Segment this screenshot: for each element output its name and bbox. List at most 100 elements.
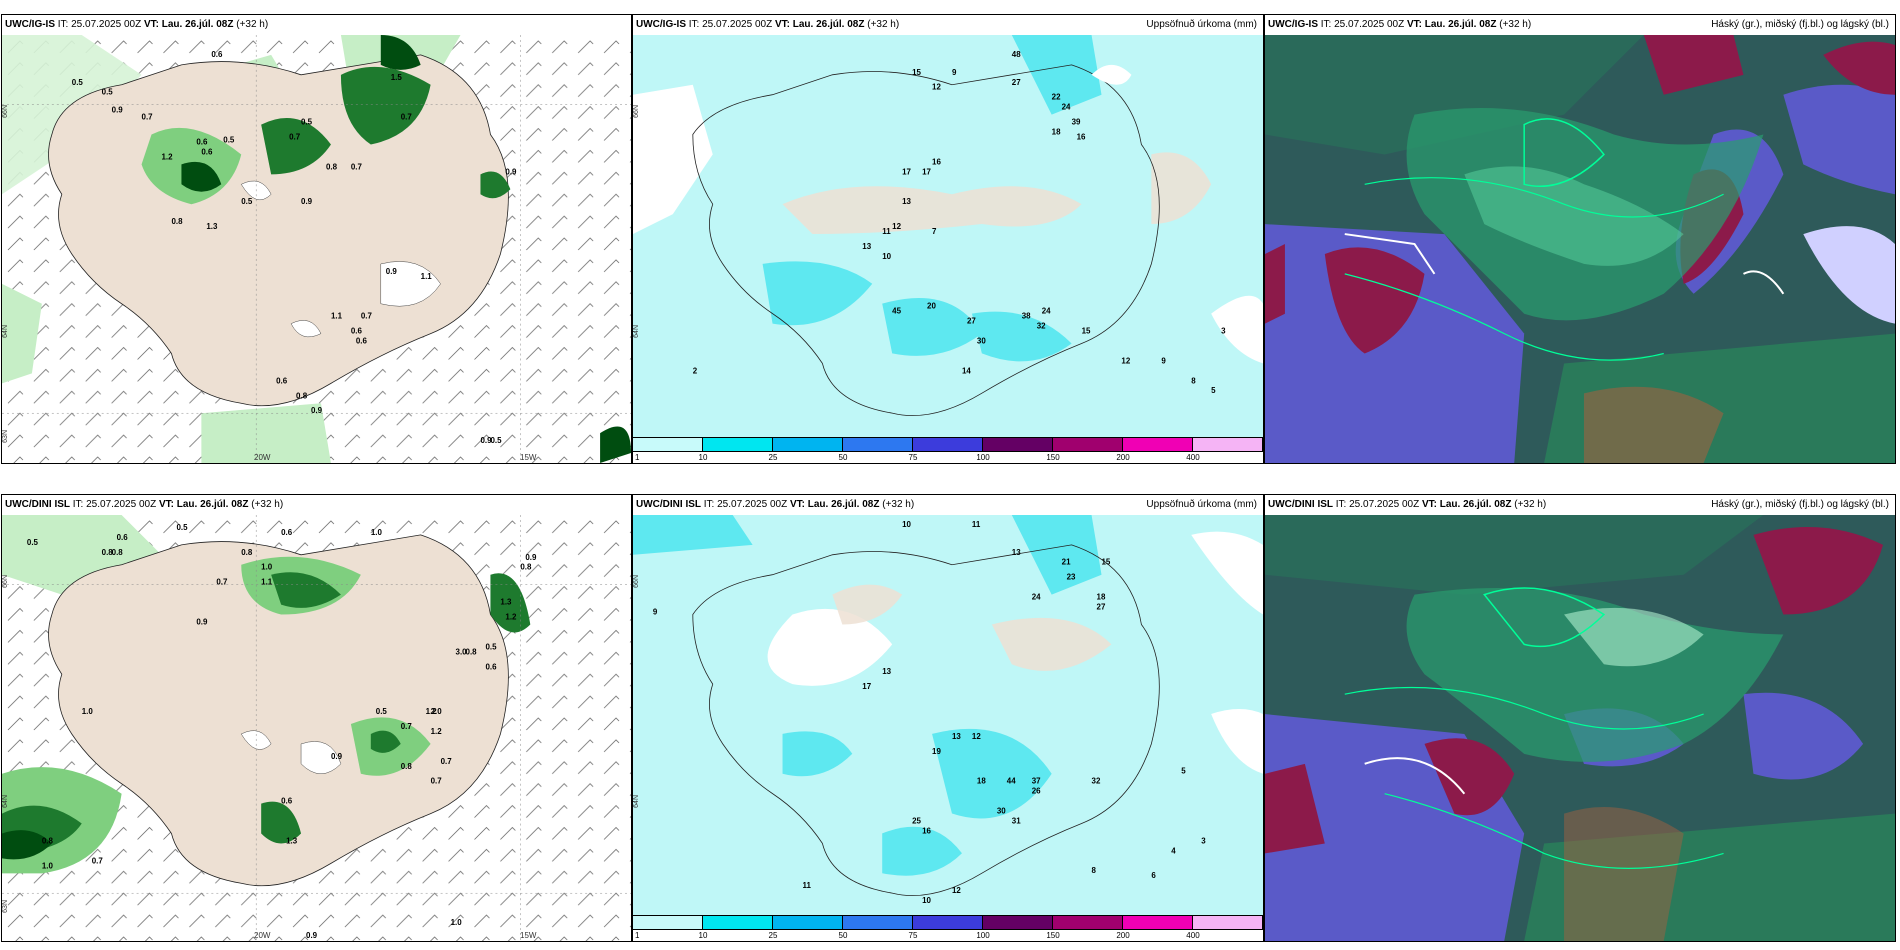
lat-label-63n: 63N	[2, 900, 9, 913]
svg-text:0.6: 0.6	[276, 376, 288, 385]
svg-text:9: 9	[653, 608, 658, 617]
svg-text:0.8: 0.8	[112, 548, 124, 557]
svg-text:0.5: 0.5	[376, 707, 388, 716]
svg-text:3.0: 3.0	[456, 647, 468, 656]
colorbar-label: 25	[769, 453, 778, 462]
svg-text:31: 31	[1012, 816, 1021, 825]
svg-text:0.9: 0.9	[331, 752, 343, 761]
svg-text:0.6: 0.6	[117, 533, 129, 542]
it-label: IT:	[689, 19, 700, 30]
svg-text:0.6: 0.6	[281, 528, 293, 537]
panel-header: UWC/IG-IS IT: 25.07.2025 00Z VT: Lau. 26…	[1265, 15, 1895, 35]
lead-time: (+32 h)	[882, 499, 914, 510]
lead-time: (+32 h)	[1499, 19, 1531, 30]
svg-text:0.5: 0.5	[27, 538, 39, 547]
svg-text:0.8: 0.8	[466, 647, 478, 656]
svg-text:12: 12	[972, 732, 981, 741]
vt-value: Lau. 26.júl. 08Z	[808, 499, 880, 510]
svg-text:13: 13	[862, 242, 871, 251]
svg-text:32: 32	[1037, 322, 1046, 331]
svg-text:13: 13	[882, 667, 891, 676]
precip-colorbar: 1 10 25 50 75 100 150 200 400	[633, 437, 1263, 463]
svg-text:0.5: 0.5	[223, 136, 235, 145]
vt-value: Lau. 26.júl. 08Z	[162, 19, 234, 30]
panel-header: UWC/DINI ISL IT: 25.07.2025 00Z VT: Lau.…	[2, 495, 631, 515]
map-canvas[interactable]: 0.6 0.5 0.5 0.9 0.7 0.6 0.5 0.7 1.5 0.5 …	[2, 35, 631, 463]
colorbar-label: 150	[1046, 931, 1059, 940]
svg-text:1.2: 1.2	[505, 613, 517, 622]
svg-text:14: 14	[962, 366, 971, 375]
svg-text:0.6: 0.6	[196, 137, 208, 146]
svg-text:1.0: 1.0	[261, 563, 273, 572]
colorbar-swatch	[843, 438, 913, 451]
map-canvas[interactable]: 10 11 13 21 23 15 18 27 24 13 17 19 13 1…	[633, 515, 1263, 915]
colorbar-swatch	[983, 438, 1053, 451]
it-label: IT:	[1336, 499, 1347, 510]
map-canvas[interactable]	[1265, 35, 1895, 463]
map-canvas[interactable]: 48 15 9 12 27 22 39 24 16 18 13 11 13 7 …	[633, 35, 1263, 437]
svg-text:37: 37	[1032, 777, 1041, 786]
colorbar-label: 200	[1116, 453, 1129, 462]
svg-text:0.8: 0.8	[241, 548, 253, 557]
colorbar-label: 10	[699, 453, 708, 462]
svg-text:11: 11	[972, 520, 981, 529]
vt-value: Lau. 26.júl. 08Z	[1425, 19, 1497, 30]
svg-text:13: 13	[952, 732, 961, 741]
colorbar-label: 100	[976, 453, 989, 462]
lon-label-15w: 15W	[520, 453, 536, 462]
map-canvas[interactable]: 0.5 0.6 0.5 0.6 1.0 0.8 0.8 1.0 0.8 0.7 …	[2, 515, 631, 941]
svg-text:1.0: 1.0	[42, 861, 54, 870]
svg-text:18: 18	[1052, 128, 1061, 137]
svg-text:1.0: 1.0	[451, 918, 463, 927]
colorbar-label: 10	[699, 931, 708, 940]
svg-text:13: 13	[1012, 548, 1021, 557]
svg-text:1.2: 1.2	[161, 152, 173, 161]
svg-text:0.9: 0.9	[311, 406, 323, 415]
svg-text:1.3: 1.3	[206, 222, 218, 231]
svg-text:0.8: 0.8	[520, 563, 532, 572]
svg-text:0.7: 0.7	[92, 856, 104, 865]
colorbar-swatch	[1053, 438, 1123, 451]
svg-text:25: 25	[912, 816, 921, 825]
svg-text:8: 8	[1191, 376, 1196, 385]
svg-text:39: 39	[1072, 118, 1081, 127]
colorbar-swatch	[703, 438, 773, 451]
lead-time: (+32 h)	[867, 19, 899, 30]
it-value: 25.07.2025 00Z	[1334, 19, 1404, 30]
model-name: UWC/DINI ISL	[1268, 499, 1333, 510]
lat-label-66n: 66N	[633, 105, 640, 118]
svg-text:12: 12	[932, 83, 941, 92]
panel-p2-precip-map: UWC/IG-IS IT: 25.07.2025 00Z VT: Lau. 26…	[632, 14, 1264, 464]
lat-label-64n: 64N	[2, 325, 9, 338]
map-canvas[interactable]	[1265, 515, 1895, 941]
field-title: Uppsöfnuð úrkoma (mm)	[1146, 495, 1257, 515]
svg-text:1.1: 1.1	[421, 272, 433, 281]
svg-text:20: 20	[927, 302, 936, 311]
colorbar-swatch	[633, 438, 703, 451]
colorbar-swatch	[983, 916, 1053, 929]
svg-text:2.0: 2.0	[431, 707, 443, 716]
svg-text:0.6: 0.6	[211, 50, 223, 59]
colorbar-label: 25	[769, 931, 778, 940]
colorbar-labels: 1 10 25 50 75 100 150 200 400	[633, 452, 1263, 463]
svg-text:12: 12	[1121, 356, 1130, 365]
colorbar-swatch	[913, 916, 983, 929]
svg-text:0.5: 0.5	[72, 78, 84, 87]
it-value: 25.07.2025 00Z	[717, 499, 787, 510]
svg-text:3: 3	[1201, 836, 1206, 845]
svg-text:11: 11	[802, 881, 811, 890]
vt-label: VT:	[790, 499, 805, 510]
colorbar-label: 400	[1186, 453, 1199, 462]
colorbar-swatch	[843, 916, 913, 929]
svg-text:0.9: 0.9	[301, 197, 313, 206]
svg-text:15: 15	[912, 68, 921, 77]
colorbar-swatch	[1053, 916, 1123, 929]
vt-value: Lau. 26.júl. 08Z	[793, 19, 865, 30]
model-name: UWC/DINI ISL	[636, 499, 701, 510]
lat-label-63n: 63N	[2, 430, 9, 443]
colorbar-label: 400	[1186, 931, 1199, 940]
svg-text:0.7: 0.7	[441, 757, 453, 766]
svg-text:24: 24	[1062, 103, 1071, 112]
colorbar-label: 75	[909, 931, 918, 940]
svg-text:11: 11	[882, 227, 891, 236]
